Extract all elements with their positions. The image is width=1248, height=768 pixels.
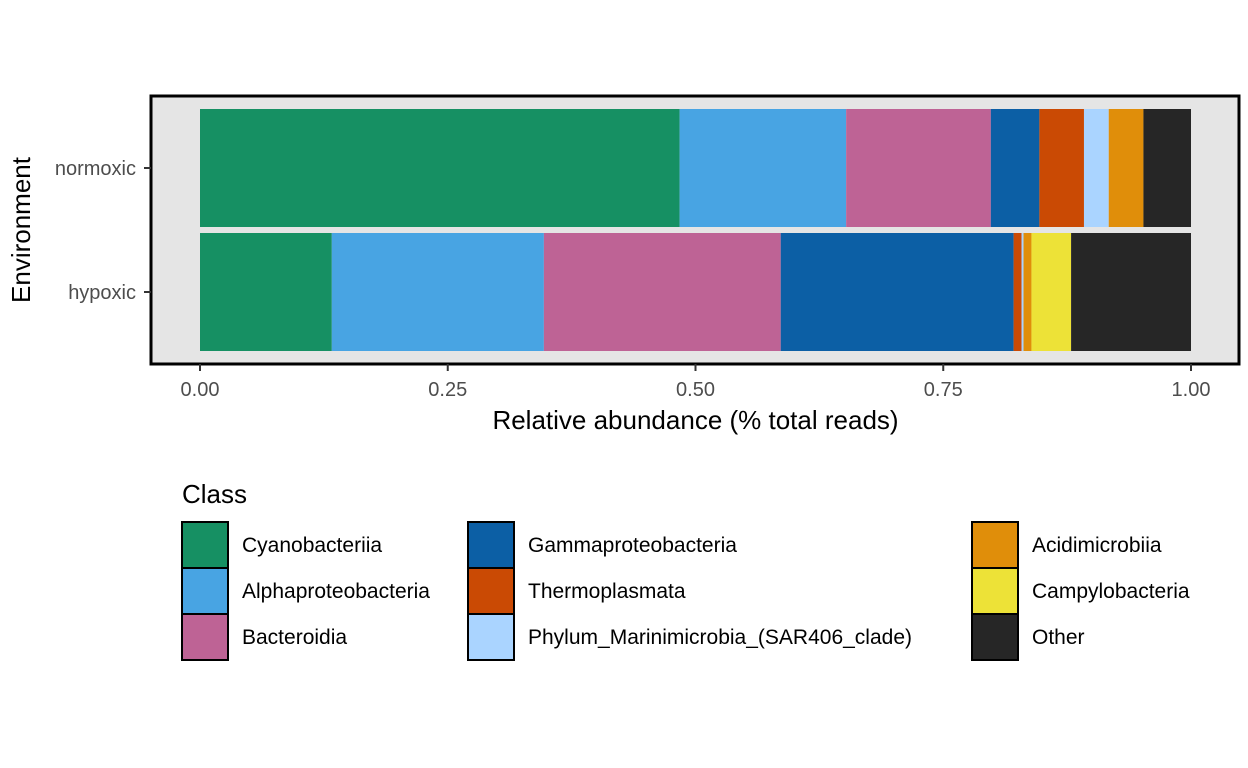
x-axis-title: Relative abundance (% total reads) bbox=[492, 405, 898, 435]
legend-label-0: Cyanobacteriia bbox=[242, 534, 382, 557]
bar-normoxic-4 bbox=[1039, 109, 1084, 227]
bar-normoxic-0 bbox=[200, 109, 680, 227]
bars bbox=[200, 109, 1191, 351]
legend-label-6: Acidimicrobiia bbox=[1032, 534, 1162, 557]
x-tick-label: 0.00 bbox=[181, 379, 220, 401]
bar-hypoxic-6 bbox=[1023, 233, 1032, 351]
legend-key-1 bbox=[181, 567, 229, 615]
legend-key-4 bbox=[467, 567, 515, 615]
bar-normoxic-1 bbox=[679, 109, 847, 227]
bar-hypoxic-0 bbox=[200, 233, 332, 351]
y-tick-label-hypoxic: hypoxic bbox=[68, 282, 136, 304]
legend-label-5: Phylum_Marinimicrobia_(SAR406_clade) bbox=[528, 626, 912, 649]
bar-hypoxic-5 bbox=[1021, 233, 1024, 351]
bar-hypoxic-7 bbox=[1031, 233, 1072, 351]
legend: Cyanobacteriia Alphaproteobacteria Bactero… bbox=[181, 521, 1190, 661]
legend-key-2 bbox=[181, 613, 229, 661]
legend-key-0 bbox=[181, 521, 229, 569]
bar-normoxic-8 bbox=[1143, 109, 1191, 227]
bar-hypoxic-8 bbox=[1071, 233, 1191, 351]
bar-hypoxic-4 bbox=[1013, 233, 1022, 351]
x-tick-label: 0.25 bbox=[428, 379, 467, 401]
legend-label-3: Gammaproteobacteria bbox=[528, 534, 737, 557]
legend-label-4: Thermoplasmata bbox=[528, 580, 686, 603]
legend-key-8 bbox=[971, 613, 1019, 661]
bar-hypoxic-3 bbox=[780, 233, 1014, 351]
x-tick-label: 1.00 bbox=[1172, 379, 1211, 401]
legend-label-8: Other bbox=[1032, 626, 1085, 649]
bar-normoxic-6 bbox=[1108, 109, 1144, 227]
legend-key-6 bbox=[971, 521, 1019, 569]
y-axis: normoxic hypoxic bbox=[55, 158, 151, 304]
x-axis: 0.00 0.25 0.50 0.75 1.00 bbox=[181, 364, 1211, 401]
bar-normoxic-3 bbox=[990, 109, 1040, 227]
bar-normoxic-2 bbox=[846, 109, 991, 227]
legend-key-5 bbox=[467, 613, 515, 661]
x-tick-label: 0.75 bbox=[924, 379, 963, 401]
legend-title: Class bbox=[182, 479, 247, 509]
bar-hypoxic-2 bbox=[543, 233, 781, 351]
y-tick-label-normoxic: normoxic bbox=[55, 158, 136, 180]
bar-hypoxic-1 bbox=[331, 233, 544, 351]
x-tick-label: 0.50 bbox=[676, 379, 715, 401]
legend-label-1: Alphaproteobacteria bbox=[242, 580, 430, 603]
legend-label-7: Campylobacteria bbox=[1032, 580, 1190, 603]
legend-key-3 bbox=[467, 521, 515, 569]
y-axis-title: Environment bbox=[6, 156, 36, 303]
legend-label-2: Bacteroidia bbox=[242, 626, 347, 649]
legend-key-7 bbox=[971, 567, 1019, 615]
bar-normoxic-5 bbox=[1083, 109, 1109, 227]
